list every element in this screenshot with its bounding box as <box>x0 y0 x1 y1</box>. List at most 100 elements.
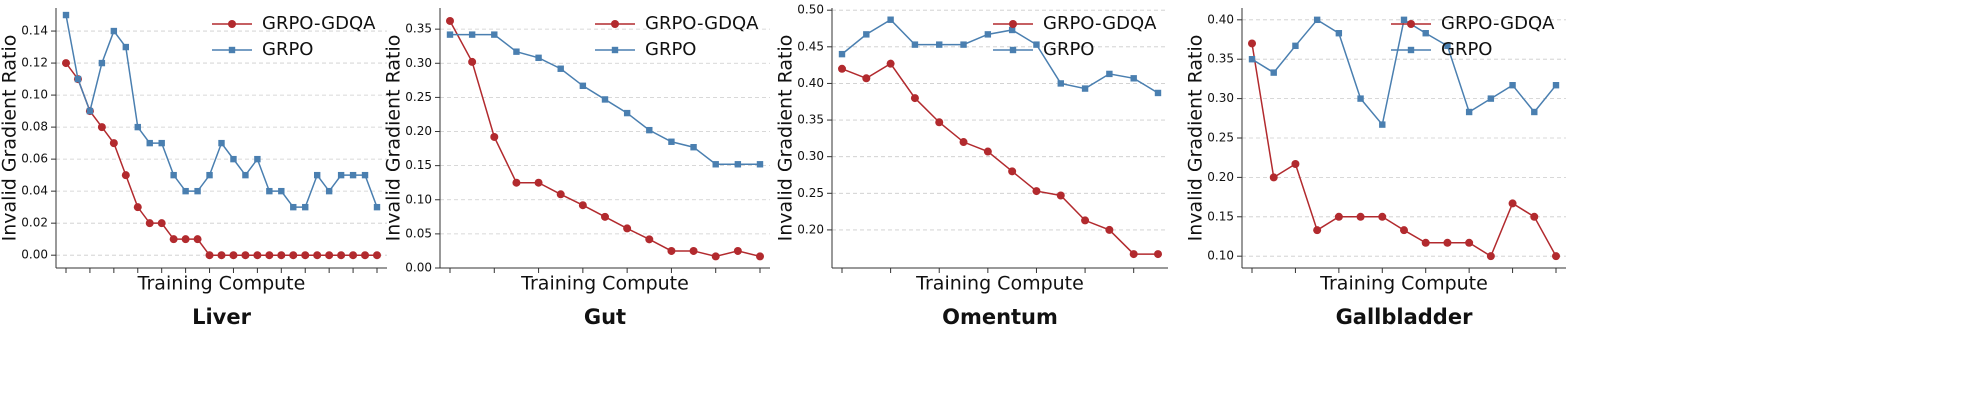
y-tick-label: 0.12 <box>21 56 48 70</box>
data-point <box>349 171 357 179</box>
y-tick-label: 0.25 <box>1207 131 1234 145</box>
y-tick-label: 0.30 <box>797 149 824 163</box>
data-point <box>145 219 154 228</box>
data-point <box>513 48 520 55</box>
chart-title: Liver <box>192 305 252 329</box>
y-tick-label: 0.20 <box>1207 170 1234 184</box>
data-point <box>206 171 213 179</box>
data-point <box>690 144 697 151</box>
data-point <box>1334 212 1343 221</box>
data-point <box>373 203 381 211</box>
y-tick-label: 0.10 <box>405 192 432 206</box>
data-point <box>984 31 992 38</box>
data-point <box>337 251 346 260</box>
data-point <box>277 251 286 260</box>
data-point <box>62 59 70 68</box>
data-point <box>733 246 742 255</box>
data-point <box>646 126 653 134</box>
data-point <box>446 16 454 25</box>
data-point <box>230 155 237 163</box>
data-point <box>302 203 309 211</box>
y-tick-label: 0.50 <box>797 3 824 17</box>
data-point <box>254 155 261 163</box>
chart-title: Gut <box>584 305 626 329</box>
y-tick-label: 0.35 <box>1207 52 1234 66</box>
data-point <box>1105 225 1114 234</box>
data-point <box>86 107 94 115</box>
data-point <box>936 41 943 48</box>
series-line <box>1251 18 1557 127</box>
y-tick-label: 0.25 <box>797 186 824 200</box>
data-point <box>1154 250 1162 259</box>
data-point <box>1486 252 1495 261</box>
data-point <box>1081 216 1090 225</box>
legend-marker <box>1009 20 1017 28</box>
data-point <box>193 235 202 244</box>
data-point <box>1400 16 1408 24</box>
series-line <box>841 18 1159 94</box>
data-point <box>667 246 676 255</box>
y-axis-label: Invalid Gradient Ratio <box>1185 35 1207 242</box>
data-point <box>645 235 654 244</box>
data-point <box>265 251 274 260</box>
data-point <box>1008 26 1016 34</box>
data-point <box>134 123 141 131</box>
data-point <box>1422 30 1429 37</box>
data-point <box>1081 85 1089 92</box>
y-tick-label: 0.30 <box>1207 91 1234 105</box>
data-point <box>194 187 201 195</box>
data-point <box>109 139 118 148</box>
data-point <box>242 171 249 179</box>
data-point <box>313 251 322 260</box>
y-tick-label: 0.40 <box>797 76 824 90</box>
data-point <box>1032 187 1041 196</box>
data-point <box>1335 30 1343 37</box>
data-point <box>887 16 894 23</box>
data-point <box>1106 70 1113 78</box>
data-point <box>756 161 764 168</box>
y-tick-label: 0.05 <box>405 226 432 240</box>
data-point <box>97 123 106 132</box>
data-point <box>313 171 321 179</box>
data-point <box>910 94 919 103</box>
data-point <box>98 59 106 67</box>
data-point <box>668 138 675 145</box>
data-point <box>1130 75 1137 82</box>
data-point <box>935 118 944 127</box>
data-point <box>601 96 609 103</box>
data-point <box>241 251 250 260</box>
y-tick-label: 0.02 <box>21 216 48 230</box>
data-point <box>862 74 871 83</box>
data-point <box>1056 191 1065 200</box>
legend-marker <box>1407 20 1415 28</box>
y-tick-label: 0.08 <box>21 120 48 134</box>
data-point <box>1248 56 1256 63</box>
data-point <box>557 65 564 72</box>
y-axis-label: Invalid Gradient Ratio <box>0 35 21 242</box>
data-point <box>1291 160 1300 168</box>
data-point <box>1248 39 1256 48</box>
data-point <box>1509 82 1516 89</box>
y-tick-label: 0.15 <box>405 158 432 172</box>
y-tick-label: 0.35 <box>405 22 432 36</box>
legend-marker <box>228 20 236 28</box>
x-axis-label: Training Compute <box>520 273 689 295</box>
data-point <box>1292 42 1299 50</box>
series-line <box>841 62 1158 255</box>
y-tick-label: 0.10 <box>21 88 48 102</box>
data-point <box>556 190 565 199</box>
data-point <box>1313 16 1321 24</box>
y-tick-label: 0.20 <box>405 124 432 138</box>
data-point <box>337 171 345 179</box>
data-point <box>325 187 333 195</box>
data-point <box>169 235 178 244</box>
data-point <box>838 50 846 58</box>
data-point <box>1465 108 1473 116</box>
legend-marker <box>1009 46 1017 54</box>
data-point <box>863 31 870 38</box>
data-point <box>490 132 499 141</box>
legend-label: GRPO-GDQA <box>1441 13 1555 34</box>
data-point <box>1487 95 1495 102</box>
data-point <box>535 54 542 62</box>
data-point <box>468 57 477 66</box>
